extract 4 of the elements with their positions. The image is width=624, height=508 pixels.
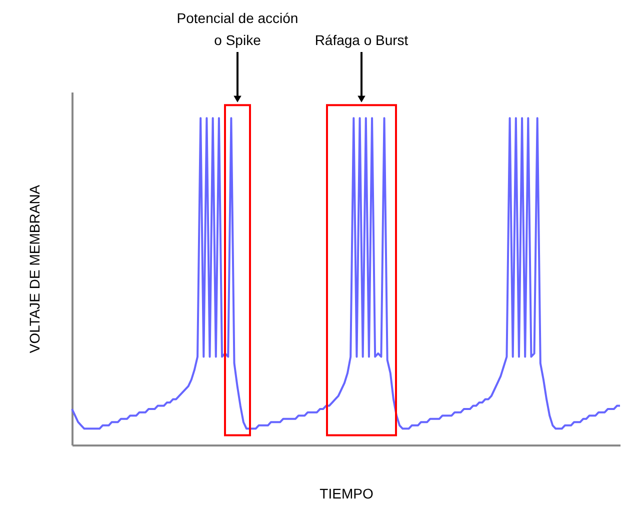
text: Potencial de acción o Spike — [176, 10, 298, 48]
x-axis-title: TIEMPO — [320, 486, 374, 502]
text: Ráfaga o Burst — [314, 32, 408, 48]
y-axis-title: VOLTAJE DE MEMBRANA — [26, 184, 42, 354]
